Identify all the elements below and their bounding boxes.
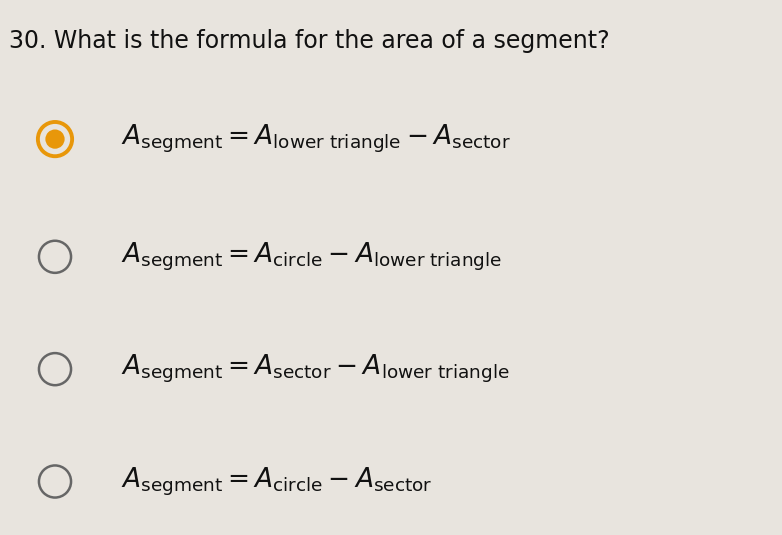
Text: 30. What is the formula for the area of a segment?: 30. What is the formula for the area of … [9,29,610,54]
Text: $\mathit{A}_{\mathrm{segment}} = \mathit{A}_{\mathrm{circle}} - \mathit{A}_{\mat: $\mathit{A}_{\mathrm{segment}} = \mathit… [121,465,432,498]
Text: $\mathit{A}_{\mathrm{segment}} = \mathit{A}_{\mathrm{lower\ triangle}} - \mathit: $\mathit{A}_{\mathrm{segment}} = \mathit… [121,123,511,155]
Circle shape [45,129,65,149]
Text: $\mathit{A}_{\mathrm{segment}} = \mathit{A}_{\mathrm{sector}} - \mathit{A}_{\mat: $\mathit{A}_{\mathrm{segment}} = \mathit… [121,353,510,385]
Text: $\mathit{A}_{\mathrm{segment}} = \mathit{A}_{\mathrm{circle}} - \mathit{A}_{\mat: $\mathit{A}_{\mathrm{segment}} = \mathit… [121,241,502,273]
